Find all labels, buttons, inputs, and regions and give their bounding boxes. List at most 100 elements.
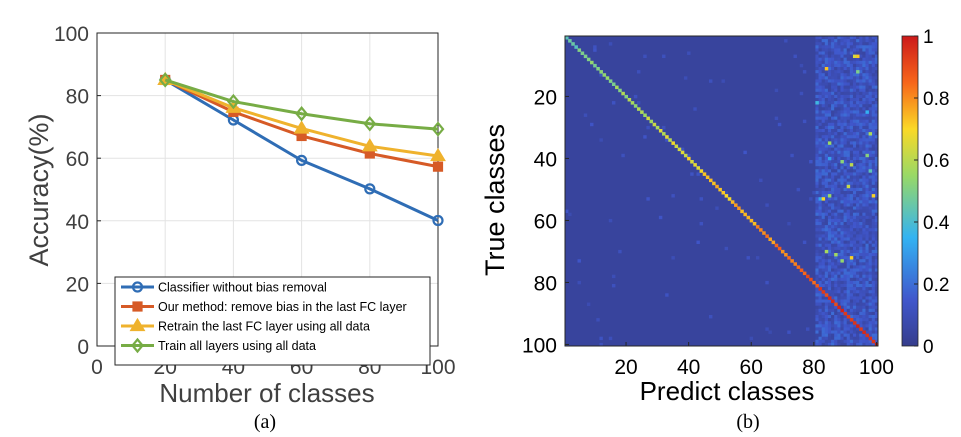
heatmap-cell [849,48,854,52]
heatmap-cell [834,218,838,223]
heatmap-cell [831,160,835,164]
heatmap-cell [834,265,838,269]
heatmap-cell [871,287,876,291]
heatmap-cell [849,321,854,325]
heatmap-diagonal-cell [737,206,741,210]
heatmap-cell [824,184,829,189]
heatmap-cell [821,98,826,102]
heatmap-cell [821,144,826,148]
heatmap-cell [859,138,863,142]
heatmap-cell [834,330,838,334]
heatmap-cell [815,73,819,77]
marker-diamond [226,93,240,110]
heatmap-cell [827,215,832,220]
heatmap-cell [871,110,876,114]
heatmap-cell [874,178,879,182]
heatmap-cell [840,256,844,260]
heatmap-cell [824,67,829,71]
heatmap-cell [856,113,860,117]
heatmap-cell [824,240,829,244]
heatmap-cell [834,181,838,186]
heatmap-cell [874,321,879,325]
heatmap-cell [815,290,819,294]
heatmap-cell [859,246,863,251]
heatmap-cell [874,138,879,142]
heatmap-cell [824,175,829,179]
heatmap-cell [871,57,876,62]
heatmap-cell [840,94,844,99]
heatmap-cell [821,73,826,77]
heatmap-cell [827,147,832,151]
heatmap-cell [849,175,854,179]
heatmap-diagonal-cell [668,138,672,142]
heatmap-cell [784,39,788,43]
heatmap-cell [856,225,860,229]
heatmap-cell [849,253,854,257]
heatmap-diagonal-cell [784,253,788,257]
heatmap-diagonal-cell [596,67,600,71]
heatmap-cell [815,113,819,117]
heatmap-cell [874,249,879,254]
heatmap-cell [868,57,873,62]
heatmap-cell [849,116,854,120]
heatmap-cell [868,138,873,142]
heatmap-cell [859,57,863,62]
heatmap-cell [787,330,791,334]
heatmap-cell [837,48,841,52]
heatmap-cell [846,194,851,198]
heatmap-cell [846,259,851,263]
heatmap-cell [871,246,876,251]
heatmap-cell [834,311,838,316]
heatmap-cell [843,91,847,96]
heatmap-cell [818,163,822,167]
marker-triangle [361,138,378,152]
heatmap-cell [834,156,838,161]
heatmap-cell [840,280,844,285]
heatmap-cell [837,125,841,130]
heatmap-cell [846,98,851,102]
heatmap-cell [831,315,835,319]
heatmap-cell [837,293,841,297]
heatmap-cell [868,318,873,322]
heatmap-cell [871,88,876,93]
heatmap-cell [865,222,869,226]
heatmap-cell [824,315,829,319]
heatmap-cell [846,336,851,341]
heatmap-cell [840,101,844,105]
heatmap-cell [831,178,835,182]
heatmap-cell [818,302,822,306]
heatmap-cell [865,91,869,96]
heatmap-cell [874,324,879,328]
heatmap-cell [687,153,691,158]
heatmap-cell [849,187,854,192]
heatmap-cell [856,194,860,198]
heatmap-cell [824,172,829,176]
heatmap-cell [871,308,876,313]
heatmap-cell [821,79,826,83]
heatmap-cell [843,240,847,244]
heatmap-cell [821,39,826,43]
heatmap-cell [815,268,819,272]
heatmap-cell [874,67,879,71]
heatmap-cell [821,175,826,179]
heatmap-cell [874,42,879,46]
heatmap-cell [859,172,863,176]
heatmap-cell [843,237,847,241]
heatmap-cell [843,85,847,89]
heatmap-cell [846,91,851,96]
heatmap-cell [824,160,829,164]
heatmap-cell [849,246,854,251]
heatmap-cell [824,91,829,96]
heatmap-cell [849,249,854,254]
heatmap-cell [834,178,838,182]
heatmap-cell [874,256,879,260]
heatmap-cell [815,339,819,344]
heatmap-cell [859,94,863,99]
heatmap-cell [827,302,832,306]
heatmap-cell [846,243,851,248]
heatmap-cell [846,132,851,136]
heatmap-cell [871,284,876,288]
heatmap-cell [846,284,851,288]
heatmap-cell [827,107,832,111]
